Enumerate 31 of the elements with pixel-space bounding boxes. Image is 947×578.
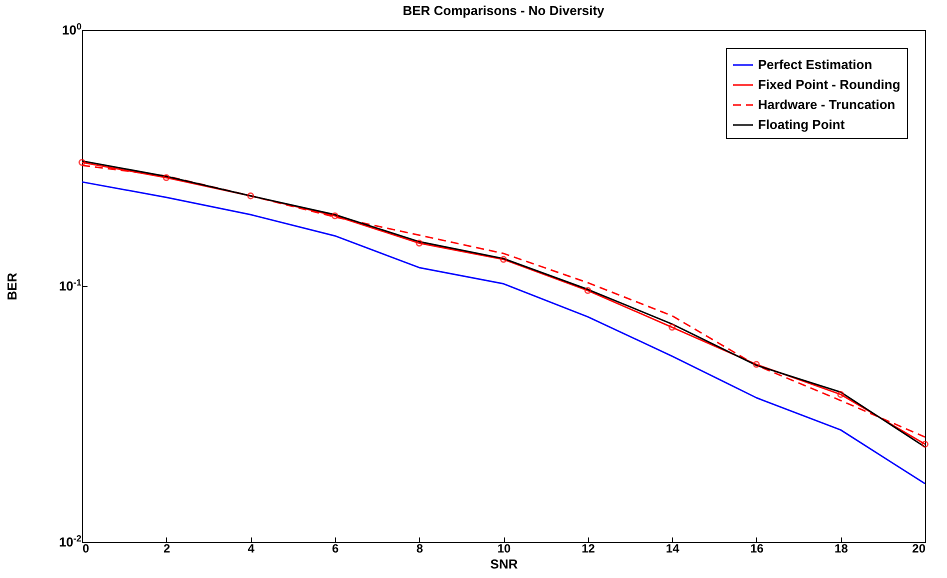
- point: [331, 212, 338, 220]
- line-series: [81, 181, 926, 484]
- point: [752, 360, 760, 368]
- x-tick-label: 4: [248, 542, 255, 556]
- x-axis-title: SNR: [490, 556, 518, 572]
- x-tick-label: 14: [666, 542, 680, 556]
- x-tick-label: 10: [497, 542, 511, 556]
- x-tick-label: 18: [834, 542, 848, 556]
- legend-label: Fixed Point - Rounding: [758, 77, 900, 92]
- y-axis-title: BER: [4, 272, 20, 300]
- x-tick-label: 0: [82, 542, 90, 556]
- x-tick-label: 6: [332, 542, 340, 556]
- point: [416, 240, 423, 247]
- x-tick-label: 16: [750, 542, 764, 556]
- point: [584, 287, 592, 294]
- x-tick-label: 8: [416, 542, 424, 556]
- point: [668, 324, 676, 331]
- legend-label: Floating Point: [758, 117, 846, 132]
- point: [247, 192, 254, 200]
- legend-label: Perfect Estimation: [758, 57, 872, 72]
- y-tick-label: 10$^{-2}$: [58, 534, 82, 550]
- chart-title: BER Comparisons - No Diversity: [402, 3, 606, 18]
- x-tick-label: 12: [582, 542, 596, 556]
- point: [837, 390, 844, 398]
- point: [500, 256, 507, 263]
- y-tick-label: 10$^{0}$: [62, 22, 82, 38]
- x-tick-label: 20: [912, 542, 926, 556]
- legend-label: Hardware - Truncation: [758, 97, 896, 112]
- x-tick-label: 2: [163, 542, 170, 556]
- y-tick-label: 10$^{-1}$: [58, 278, 82, 294]
- point: [162, 174, 170, 182]
